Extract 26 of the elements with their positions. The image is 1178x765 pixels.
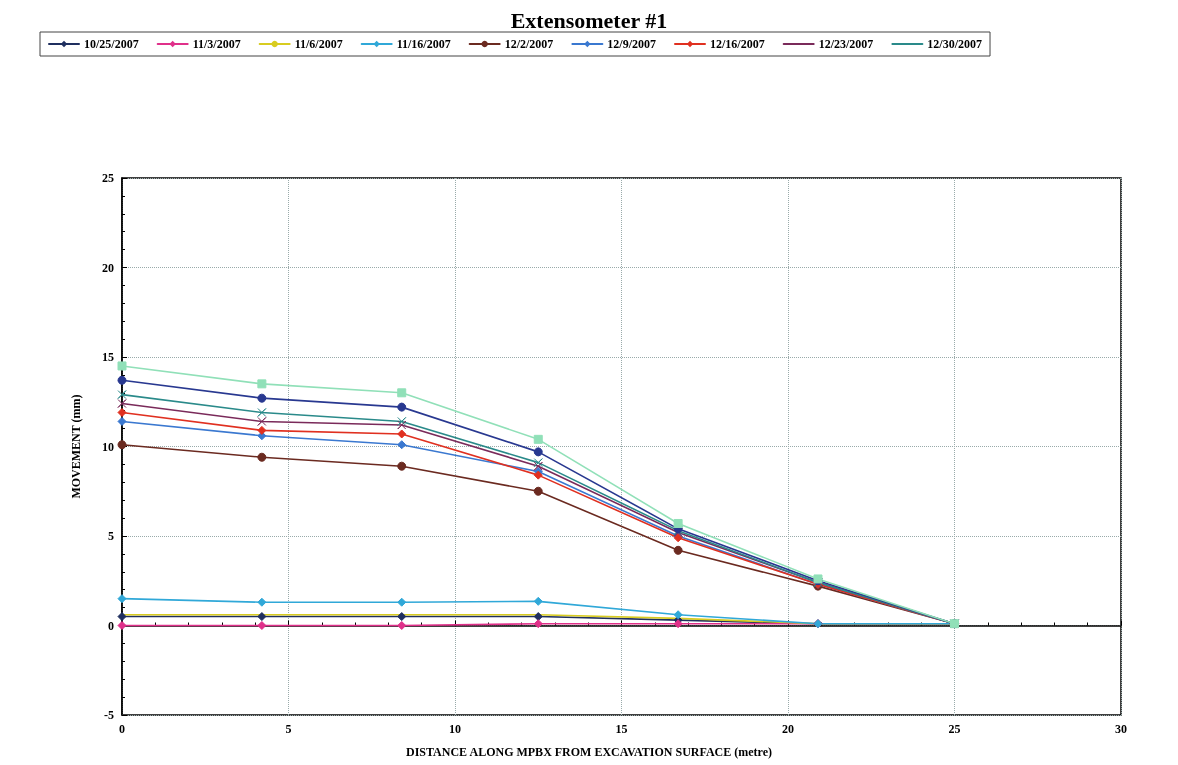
legend-label: 12/2/2007: [504, 37, 554, 51]
legend-label: 11/6/2007: [294, 37, 343, 51]
legend-label: 11/3/2007: [192, 37, 241, 51]
y-tick-label: 10: [102, 439, 114, 454]
x-tick-label: 30: [1115, 722, 1127, 736]
legend-label: 12/30/2007: [927, 37, 983, 51]
y-tick-label: -5: [104, 708, 114, 722]
x-tick-label: 10: [449, 722, 461, 736]
legend-label: 12/9/2007: [607, 37, 657, 51]
x-tick-label: 20: [782, 722, 794, 736]
legend-label: 11/16/2007: [396, 37, 451, 51]
x-axis-title: DISTANCE ALONG MPBX FROM EXCAVATION SURFACE (metre): [406, 745, 772, 759]
x-tick-label: 5: [285, 722, 292, 736]
legend-label: 12/23/2007: [818, 37, 874, 51]
y-tick-label: 15: [102, 350, 114, 364]
x-tick-label: 15: [615, 722, 628, 736]
chart-title: Extensometer #1: [510, 7, 668, 33]
y-tick-label: 0: [108, 618, 114, 633]
legend-label: 12/16/2007: [710, 37, 765, 51]
y-tick-label: 5: [108, 529, 114, 543]
x-tick-label: 25: [948, 722, 961, 736]
y-axis-title: MOVEMENT (mm): [69, 394, 83, 499]
legend-label: 10/25/2007: [84, 37, 139, 51]
y-tick-label: 20: [102, 260, 114, 275]
x-tick-label: 0: [119, 722, 125, 736]
y-tick-label: 25: [102, 171, 114, 185]
